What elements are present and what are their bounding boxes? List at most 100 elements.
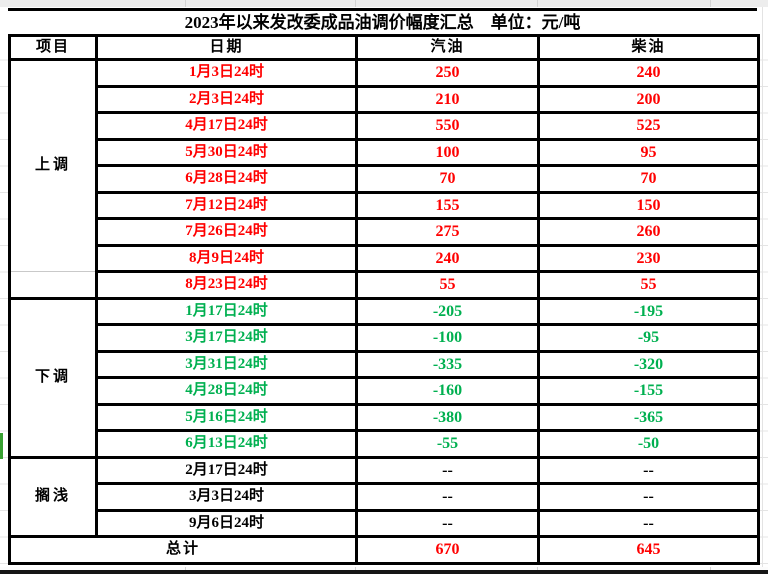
- date-cell[interactable]: 2月17日24时: [95, 455, 358, 485]
- gridline-tick: [537, 567, 538, 571]
- table-row: 9月6日24时 -- --: [10, 508, 760, 538]
- table-row: 上调 1月3日24时 250 240: [8, 58, 760, 272]
- total-diesel-cell[interactable]: 645: [537, 535, 760, 565]
- diesel-cell[interactable]: --: [537, 482, 760, 512]
- sheet-bottom-gridline-strip: [0, 567, 768, 571]
- gasoline-cell[interactable]: 275: [355, 217, 540, 247]
- table-title-cell[interactable]: 2023年以来发改委成品油调价幅度汇总 单位：元/吨: [8, 8, 757, 34]
- gasoline-cell[interactable]: --: [355, 482, 540, 512]
- diesel-cell[interactable]: 95: [537, 137, 760, 167]
- table-row: 8月9日24时 240 230: [10, 243, 760, 273]
- date-cell[interactable]: 8月23日24时: [95, 270, 358, 300]
- diesel-cell[interactable]: -95: [537, 323, 760, 353]
- screenshot-bottom-edge: [0, 570, 768, 574]
- gasoline-cell[interactable]: 210: [355, 84, 540, 114]
- date-cell[interactable]: 5月30日24时: [95, 137, 358, 167]
- gridline-tick: [185, 567, 186, 571]
- gasoline-cell[interactable]: -335: [355, 349, 540, 379]
- table-row: 3月31日24时 -335 -320: [10, 349, 760, 379]
- diesel-cell[interactable]: -195: [537, 296, 760, 326]
- date-cell[interactable]: 9月6日24时: [95, 508, 358, 538]
- gasoline-cell[interactable]: 155: [355, 190, 540, 220]
- table-row: 4月28日24时 -160 -155: [10, 376, 760, 406]
- date-cell[interactable]: 5月16日24时: [95, 402, 358, 432]
- table-row: 下调 1月17日24时 -205 -195: [8, 296, 760, 459]
- data-grid: 项目 日期 汽油 柴油 上调 1月3日24时 250 240 2月3日24时 210 200…: [8, 34, 760, 565]
- date-cell[interactable]: 3月31日24时: [95, 349, 358, 379]
- date-cell[interactable]: 3月17日24时: [95, 323, 358, 353]
- gasoline-cell[interactable]: -380: [355, 402, 540, 432]
- diesel-cell[interactable]: 70: [537, 164, 760, 194]
- section-empty-cell[interactable]: [8, 271, 98, 300]
- date-cell[interactable]: 2月3日24时: [95, 84, 358, 114]
- date-cell[interactable]: 4月17日24时: [95, 111, 358, 141]
- gasoline-cell[interactable]: 100: [355, 137, 540, 167]
- diesel-cell[interactable]: -155: [537, 376, 760, 406]
- diesel-cell[interactable]: 230: [537, 243, 760, 273]
- gasoline-cell[interactable]: 550: [355, 111, 540, 141]
- gasoline-cell[interactable]: 250: [355, 58, 540, 88]
- date-cell[interactable]: 6月28日24时: [95, 164, 358, 194]
- diesel-cell[interactable]: -365: [537, 402, 760, 432]
- table-row: 7月12日24时 155 150: [10, 190, 760, 220]
- table-row: 8月23日24时 55 55: [8, 270, 760, 300]
- diesel-cell[interactable]: -50: [537, 429, 760, 459]
- header-date-cell[interactable]: 日期: [95, 34, 358, 61]
- date-cell[interactable]: 3月3日24时: [95, 482, 358, 512]
- price-adjustment-table: 2023年以来发改委成品油调价幅度汇总 单位：元/吨 项目 日期 汽油 柴油 上…: [8, 8, 760, 565]
- sheet-right-gridlines: [758, 34, 768, 567]
- table-row: 7月26日24时 275 260: [10, 217, 760, 247]
- diesel-cell[interactable]: 55: [537, 270, 760, 300]
- gasoline-cell[interactable]: -100: [355, 323, 540, 353]
- gasoline-cell[interactable]: -55: [355, 429, 540, 459]
- gasoline-cell[interactable]: --: [355, 455, 540, 485]
- gasoline-cell[interactable]: -205: [355, 296, 540, 326]
- gridline-tick: [710, 567, 711, 571]
- total-row: 总计 670 645: [8, 535, 760, 565]
- date-cell[interactable]: 8月9日24时: [95, 243, 358, 273]
- diesel-cell[interactable]: --: [537, 508, 760, 538]
- header-gasoline-cell[interactable]: 汽油: [355, 34, 540, 61]
- date-cell[interactable]: 4月28日24时: [95, 376, 358, 406]
- gasoline-cell[interactable]: -160: [355, 376, 540, 406]
- gasoline-cell[interactable]: 70: [355, 164, 540, 194]
- gasoline-cell[interactable]: 240: [355, 243, 540, 273]
- gridline-tick: [355, 0, 356, 7]
- sheet-left-gridlines: [0, 34, 8, 567]
- diesel-cell[interactable]: 150: [537, 190, 760, 220]
- gridline-tick: [710, 0, 711, 7]
- section-label-cell[interactable]: 下调: [8, 296, 98, 459]
- diesel-cell[interactable]: 240: [537, 58, 760, 88]
- diesel-cell[interactable]: 260: [537, 217, 760, 247]
- date-cell[interactable]: 6月13日24时: [95, 429, 358, 459]
- table-row: 4月17日24时 550 525: [10, 111, 760, 141]
- table-row: 2月3日24时 210 200: [10, 84, 760, 114]
- gridline-tick: [537, 0, 538, 7]
- diesel-cell[interactable]: --: [537, 455, 760, 485]
- diesel-cell[interactable]: 525: [537, 111, 760, 141]
- gridline-tick: [355, 567, 356, 571]
- gasoline-cell[interactable]: --: [355, 508, 540, 538]
- header-diesel-cell[interactable]: 柴油: [537, 34, 760, 61]
- date-cell[interactable]: 1月3日24时: [95, 58, 358, 88]
- total-label-cell[interactable]: 总计: [8, 535, 358, 565]
- header-row: 项目 日期 汽油 柴油: [8, 34, 760, 61]
- diesel-cell[interactable]: 200: [537, 84, 760, 114]
- section-label-cell[interactable]: 搁浅: [8, 455, 98, 538]
- table-row: 3月17日24时 -100 -95: [10, 323, 760, 353]
- left-green-cell-marker: [0, 433, 3, 459]
- table-row: 5月16日24时 -380 -365: [10, 402, 760, 432]
- diesel-cell[interactable]: -320: [537, 349, 760, 379]
- gasoline-cell[interactable]: 55: [355, 270, 540, 300]
- section-label-cell[interactable]: 上调: [8, 58, 98, 272]
- table-body: 上调 1月3日24时 250 240 2月3日24时 210 200 4月17日24时 550 5…: [8, 58, 760, 538]
- date-cell[interactable]: 1月17日24时: [95, 296, 358, 326]
- table-row: 搁浅 2月17日24时 -- --: [8, 455, 760, 538]
- header-item-cell[interactable]: 项目: [8, 34, 98, 61]
- total-gasoline-cell[interactable]: 670: [355, 535, 540, 565]
- date-cell[interactable]: 7月12日24时: [95, 190, 358, 220]
- date-cell[interactable]: 7月26日24时: [95, 217, 358, 247]
- table-row: 6月13日24时 -55 -50: [10, 429, 760, 459]
- sheet-right-column-gridline: [762, 7, 763, 570]
